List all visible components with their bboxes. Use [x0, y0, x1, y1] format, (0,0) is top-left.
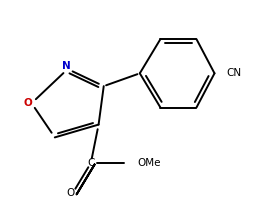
- Text: N: N: [62, 61, 71, 71]
- Text: O: O: [24, 98, 33, 108]
- Text: C: C: [87, 158, 95, 169]
- Text: CN: CN: [226, 68, 241, 78]
- Text: OMe: OMe: [137, 158, 161, 169]
- Text: O: O: [67, 188, 75, 198]
